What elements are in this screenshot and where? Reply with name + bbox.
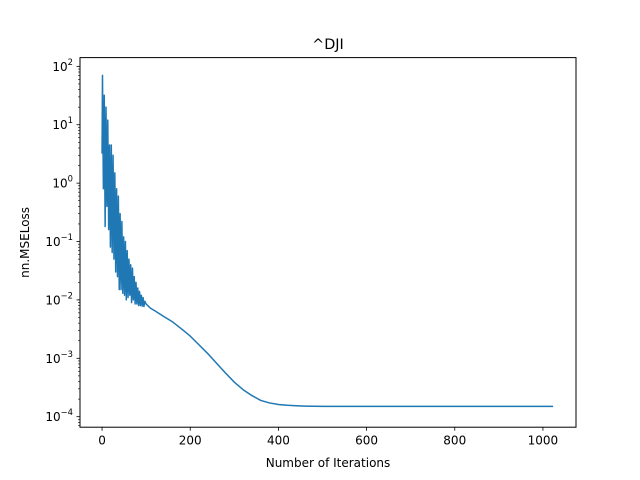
y-axis-label: nn.MSELoss <box>18 207 32 278</box>
y-tick-label: 10−2 <box>45 290 73 307</box>
y-tick-label: 10−4 <box>45 407 73 424</box>
y-tick-label: 10−3 <box>45 349 73 366</box>
x-tick-label: 400 <box>267 434 290 448</box>
x-tick-label: 200 <box>179 434 202 448</box>
x-axis-label: Number of Iterations <box>266 456 391 470</box>
y-tick-label: 100 <box>52 174 73 191</box>
plot-layer <box>101 74 554 408</box>
x-axis-ticks: 0 200 400 600 800 1000 <box>98 427 558 448</box>
chart-title: ^DJI <box>312 37 344 53</box>
x-tick-label: 600 <box>355 434 378 448</box>
y-tick-label: 102 <box>52 57 73 74</box>
axes-frame <box>79 57 577 428</box>
loss-series-line <box>101 74 554 408</box>
y-tick-label: 101 <box>52 115 73 132</box>
y-axis-ticks: 102 101 100 10−1 10−2 10−3 10−4 <box>45 57 80 427</box>
y-tick-label: 10−1 <box>45 232 73 249</box>
x-tick-label: 800 <box>443 434 466 448</box>
x-tick-label: 1000 <box>528 434 559 448</box>
x-tick-label: 0 <box>98 434 106 448</box>
